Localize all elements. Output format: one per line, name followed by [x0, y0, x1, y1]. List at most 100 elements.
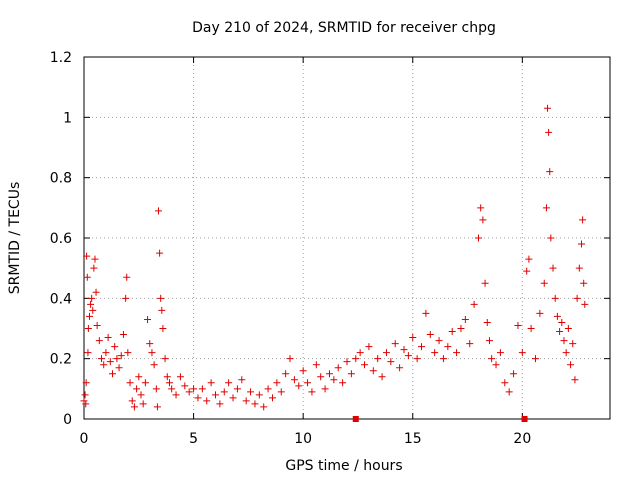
- x-axis-label: GPS time / hours: [285, 458, 402, 474]
- data-point: [547, 234, 555, 242]
- data-point: [518, 349, 526, 357]
- data-point: [106, 358, 114, 366]
- data-point: [400, 346, 408, 354]
- data-point: [312, 361, 320, 369]
- axis-ticks: 0 5 10 15 20 0 0.2 0.4 0.6 0.8 1 1.2: [50, 50, 610, 447]
- data-point: [527, 325, 535, 332]
- data-point: [159, 325, 167, 332]
- data-point: [483, 318, 491, 326]
- data-point: [87, 300, 95, 308]
- data-point: [479, 216, 487, 224]
- data-point: [161, 355, 169, 363]
- data-point: [146, 340, 154, 348]
- data-point: [247, 388, 255, 396]
- data-point: [579, 216, 587, 224]
- x-tick-label: 15: [404, 431, 422, 447]
- data-point: [85, 312, 93, 320]
- data-point: [93, 321, 101, 329]
- data-point: [369, 367, 377, 375]
- data-point: [546, 168, 554, 176]
- x-tick-label: 10: [294, 431, 312, 447]
- data-point: [573, 294, 581, 302]
- data-point: [481, 279, 489, 287]
- data-point: [225, 379, 233, 387]
- x-tick-label: 0: [80, 431, 89, 447]
- data-point: [477, 204, 485, 212]
- data-point: [229, 394, 237, 402]
- data-point: [156, 249, 164, 257]
- data-point: [113, 355, 121, 363]
- data-point: [553, 312, 561, 320]
- data-point: [356, 349, 364, 357]
- data-point: [492, 361, 500, 369]
- data-point: [242, 397, 250, 405]
- data-point: [172, 391, 180, 399]
- data-point: [558, 318, 566, 326]
- data-point: [168, 385, 176, 393]
- data-point: [260, 403, 268, 411]
- data-point: [80, 397, 88, 405]
- data-point: [123, 273, 131, 281]
- data-point: [542, 204, 550, 212]
- data-point: [536, 309, 544, 317]
- data-point: [396, 364, 404, 372]
- data-point: [545, 128, 553, 136]
- data-point: [575, 264, 583, 272]
- y-axis-label: SRMTID / TECUs: [7, 182, 23, 295]
- data-point: [89, 306, 97, 314]
- data-point: [404, 352, 412, 360]
- data-point: [115, 364, 123, 372]
- data-point: [308, 388, 316, 396]
- data-point: [277, 388, 285, 396]
- axis-markers: [352, 416, 528, 422]
- data-point: [141, 379, 149, 387]
- data-point: [286, 355, 294, 363]
- data-point: [148, 349, 156, 357]
- data-point: [391, 340, 399, 348]
- data-point: [203, 397, 211, 405]
- data-point: [90, 264, 98, 272]
- data-point: [158, 306, 166, 314]
- data-point: [117, 352, 125, 360]
- data-point: [569, 340, 577, 348]
- data-point: [374, 355, 382, 363]
- data-point: [549, 264, 557, 272]
- data-point: [562, 349, 570, 357]
- data-point: [104, 334, 112, 342]
- y-tick-label: 0.6: [50, 231, 72, 247]
- y-tick-label: 1: [63, 110, 72, 126]
- data-point: [461, 315, 469, 323]
- data-point: [422, 309, 430, 317]
- data-point: [453, 349, 461, 357]
- data-point: [100, 361, 108, 369]
- data-point: [457, 325, 465, 332]
- data-point: [334, 364, 342, 372]
- data-point: [133, 385, 141, 393]
- data-point: [238, 376, 246, 384]
- data-point: [523, 267, 531, 275]
- y-tick-label: 0.8: [50, 171, 72, 187]
- data-point: [343, 358, 351, 366]
- data-point: [194, 394, 202, 402]
- data-point: [496, 349, 504, 357]
- data-point: [321, 385, 329, 393]
- data-point: [540, 279, 548, 287]
- data-point: [571, 376, 579, 384]
- data-point: [431, 349, 439, 357]
- data-point: [544, 104, 552, 112]
- data-point: [82, 400, 90, 408]
- data-point: [139, 400, 147, 408]
- data-point: [501, 379, 509, 387]
- data-point: [126, 379, 134, 387]
- data-point: [531, 355, 539, 363]
- data-point: [190, 385, 198, 393]
- data-point: [212, 391, 219, 399]
- data-point: [439, 355, 447, 363]
- data-point: [567, 361, 575, 369]
- data-point: [290, 376, 298, 384]
- data-point: [233, 385, 241, 393]
- data-point: [198, 385, 206, 393]
- data-point: [564, 325, 572, 332]
- x-tick-label: 5: [189, 431, 198, 447]
